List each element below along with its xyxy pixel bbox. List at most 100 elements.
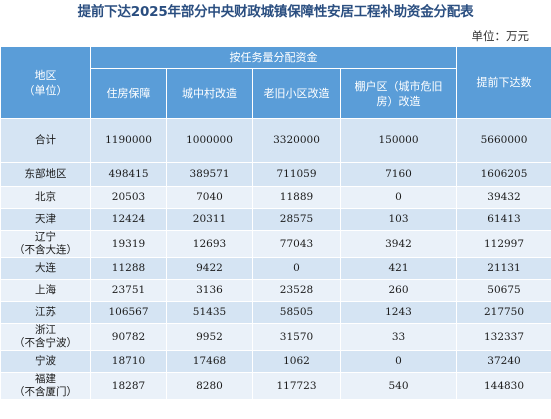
- table-row: 浙江 （不含宁波） 90782 9952 31570 33 132337: [0, 323, 551, 351]
- region-name: 江苏: [35, 306, 56, 318]
- table-row: 大连 11288 9422 0 421 21131: [0, 257, 551, 280]
- cell-shanty: 33: [340, 323, 457, 351]
- cell-old: 58505: [252, 301, 341, 324]
- cell-old: 77043: [252, 230, 341, 258]
- region-cell: 江苏: [0, 301, 91, 324]
- region-name: 大连: [35, 262, 56, 274]
- region-name: 辽宁: [35, 231, 56, 244]
- cell-housing: 18710: [90, 350, 167, 373]
- header-total: 提前下达数: [456, 46, 551, 119]
- cell-shanty: 150000: [340, 118, 457, 163]
- cell-shanty: 1243: [340, 301, 457, 324]
- cell-village: 1000000: [166, 118, 253, 163]
- cell-housing: 12424: [90, 208, 167, 231]
- header-village: 城中村改造: [166, 68, 253, 119]
- region-cell: 宁波: [0, 350, 91, 373]
- header-housing: 住房保障: [90, 68, 167, 119]
- header-group: 按任务量分配资金: [90, 46, 457, 69]
- region-cell: 北京: [0, 186, 91, 209]
- cell-shanty: 3942: [340, 230, 457, 258]
- cell-housing: 23751: [90, 279, 167, 302]
- header-shanty: 棚户区（城市危旧 房）改造: [340, 68, 457, 119]
- cell-shanty: 103: [340, 208, 457, 231]
- table-row: 福建 （不含厦门） 18287 8280 117723 540 144830: [0, 372, 551, 400]
- cell-old: 11889: [252, 186, 341, 209]
- table-row: 合计 1190000 1000000 3320000 150000 5660000: [0, 118, 551, 163]
- header-region: 地区 （单位）: [0, 46, 91, 119]
- table-row: 上海 23751 3136 23528 260 50675: [0, 279, 551, 302]
- cell-shanty: 260: [340, 279, 457, 302]
- cell-total: 37240: [456, 350, 551, 373]
- cell-total: 61413: [456, 208, 551, 231]
- region-cell: 东部地区: [0, 162, 91, 187]
- cell-old: 28575: [252, 208, 341, 231]
- cell-housing: 90782: [90, 323, 167, 351]
- cell-village: 20311: [166, 208, 253, 231]
- region-name: 合计: [35, 134, 56, 146]
- cell-old: 711059: [252, 162, 341, 187]
- cell-total: 5660000: [456, 118, 551, 163]
- region-name: 上海: [35, 284, 56, 296]
- region-cell: 浙江 （不含宁波）: [0, 323, 91, 351]
- region-cell: 合计: [0, 118, 91, 163]
- table-row: 天津 12424 20311 28575 103 61413: [0, 208, 551, 231]
- cell-total: 112997: [456, 230, 551, 258]
- cell-housing: 498415: [90, 162, 167, 187]
- cell-total: 132337: [456, 323, 551, 351]
- region-cell: 天津: [0, 208, 91, 231]
- header-old-community: 老旧小区改造: [252, 68, 341, 119]
- unit-label: 单位：万元: [471, 29, 530, 43]
- cell-total: 217750: [456, 301, 551, 324]
- cell-shanty: 7160: [340, 162, 457, 187]
- page-title: 提前下达2025年部分中央财政城镇保障性安居工程补助资金分配表: [77, 4, 474, 20]
- header-shanty-line1: 棚户区（城市危旧: [354, 79, 443, 93]
- cell-old: 117723: [252, 372, 341, 400]
- cell-shanty: 540: [340, 372, 457, 400]
- region-name: 天津: [35, 213, 56, 225]
- cell-housing: 1190000: [90, 118, 167, 163]
- region-cell: 辽宁 （不含大连）: [0, 230, 91, 258]
- table-row: 东部地区 498415 389571 711059 7160 1606205: [0, 162, 551, 187]
- cell-village: 51435: [166, 301, 253, 324]
- table-row: 宁波 18710 17468 1062 0 37240: [0, 350, 551, 373]
- cell-village: 3136: [166, 279, 253, 302]
- cell-housing: 18287: [90, 372, 167, 400]
- cell-old: 31570: [252, 323, 341, 351]
- cell-old: 0: [252, 257, 341, 280]
- allocation-table: 地区 （单位） 按任务量分配资金 提前下达数 住房保障 城中村改造 老旧小区改造…: [0, 46, 551, 400]
- region-name: 北京: [35, 191, 56, 203]
- region-note: （不含厦门）: [14, 386, 77, 398]
- cell-total: 21131: [456, 257, 551, 280]
- cell-village: 389571: [166, 162, 253, 187]
- region-cell: 福建 （不含厦门）: [0, 372, 91, 400]
- cell-village: 17468: [166, 350, 253, 373]
- cell-village: 8280: [166, 372, 253, 400]
- cell-shanty: 421: [340, 257, 457, 280]
- region-name: 浙江: [35, 324, 56, 337]
- cell-shanty: 0: [340, 186, 457, 209]
- table-row: 辽宁 （不含大连） 19319 12693 77043 3942 112997: [0, 230, 551, 258]
- region-name: 宁波: [35, 355, 56, 367]
- region-cell: 上海: [0, 279, 91, 302]
- cell-village: 9422: [166, 257, 253, 280]
- cell-housing: 106567: [90, 301, 167, 324]
- region-note: （不含大连）: [14, 244, 77, 256]
- table-header: 地区 （单位） 按任务量分配资金 提前下达数 住房保障 城中村改造 老旧小区改造…: [0, 46, 551, 119]
- header-region-line1: 地区: [34, 68, 57, 82]
- cell-village: 12693: [166, 230, 253, 258]
- cell-village: 7040: [166, 186, 253, 209]
- header-region-line2: （单位）: [23, 83, 68, 97]
- region-cell: 大连: [0, 257, 91, 280]
- table-body: 合计 1190000 1000000 3320000 150000 5660000 东部地区…: [0, 118, 551, 400]
- cell-old: 23528: [252, 279, 341, 302]
- cell-old: 3320000: [252, 118, 341, 163]
- cell-housing: 19319: [90, 230, 167, 258]
- table-row: 北京 20503 7040 11889 0 39432: [0, 186, 551, 209]
- cell-shanty: 0: [340, 350, 457, 373]
- table-row: 江苏 106567 51435 58505 1243 217750: [0, 301, 551, 324]
- header-shanty-line2: 房）改造: [376, 94, 421, 108]
- cell-total: 50675: [456, 279, 551, 302]
- cell-total: 1606205: [456, 162, 551, 187]
- cell-housing: 11288: [90, 257, 167, 280]
- region-name: 东部地区: [24, 168, 67, 180]
